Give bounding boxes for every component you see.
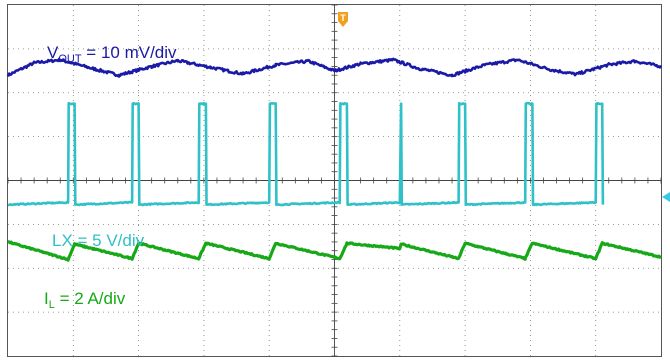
trigger-marker-label: T bbox=[340, 13, 346, 23]
lx-label: LX = 5 V/div bbox=[52, 231, 145, 250]
trigger-marker: T bbox=[338, 12, 348, 27]
lx-trace bbox=[7, 101, 605, 207]
trigger-level-marker bbox=[662, 192, 670, 202]
il-label: IL = 2 A/div bbox=[44, 289, 126, 311]
vout-trace bbox=[6, 57, 663, 78]
vout-label: VOUT = 10 mV/div bbox=[47, 43, 177, 65]
trace-group bbox=[6, 57, 663, 262]
il-trace bbox=[7, 240, 662, 262]
trigger-marker-shape bbox=[338, 12, 348, 27]
